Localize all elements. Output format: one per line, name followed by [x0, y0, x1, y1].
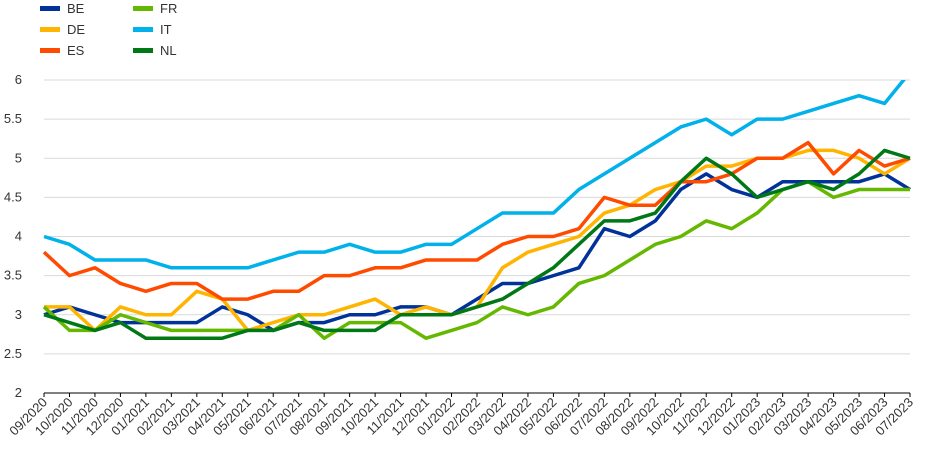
gridlines — [44, 79, 910, 355]
y-tick-label: 6 — [15, 72, 22, 87]
legend-swatch-be — [40, 6, 60, 11]
legend-swatch-es — [40, 48, 60, 53]
legend-label-be: BE — [67, 1, 85, 16]
axes: 22.533.544.555.5609/202010/202011/202012… — [4, 72, 916, 438]
series-line-de — [44, 148, 911, 333]
y-tick-label: 2 — [15, 385, 22, 400]
legend-swatch-fr — [133, 6, 153, 11]
series-lines — [42, 80, 911, 340]
y-tick-label: 5.5 — [4, 111, 22, 126]
legend-swatch-it — [133, 27, 153, 32]
legend-swatch-de — [40, 27, 60, 32]
legend: BE DE ES FR IT NL — [40, 1, 177, 58]
series-line-nl — [43, 148, 911, 340]
legend-swatch-nl — [133, 48, 153, 53]
y-tick-label: 4 — [15, 229, 22, 244]
y-tick-label: 4.5 — [4, 189, 22, 204]
legend-label-nl: NL — [160, 43, 177, 58]
series-line-fr — [42, 179, 910, 340]
series-line-be — [43, 172, 911, 333]
y-tick-label: 3 — [15, 307, 22, 322]
legend-label-es: ES — [67, 43, 85, 58]
legend-label-de: DE — [67, 22, 85, 37]
legend-label-fr: FR — [160, 1, 177, 16]
series-line-es — [42, 140, 911, 301]
y-tick-label: 5 — [15, 150, 22, 165]
y-tick-label: 2.5 — [4, 346, 22, 361]
y-tick-label: 3.5 — [4, 268, 22, 283]
series-line-it — [43, 80, 906, 270]
legend-label-it: IT — [160, 22, 172, 37]
